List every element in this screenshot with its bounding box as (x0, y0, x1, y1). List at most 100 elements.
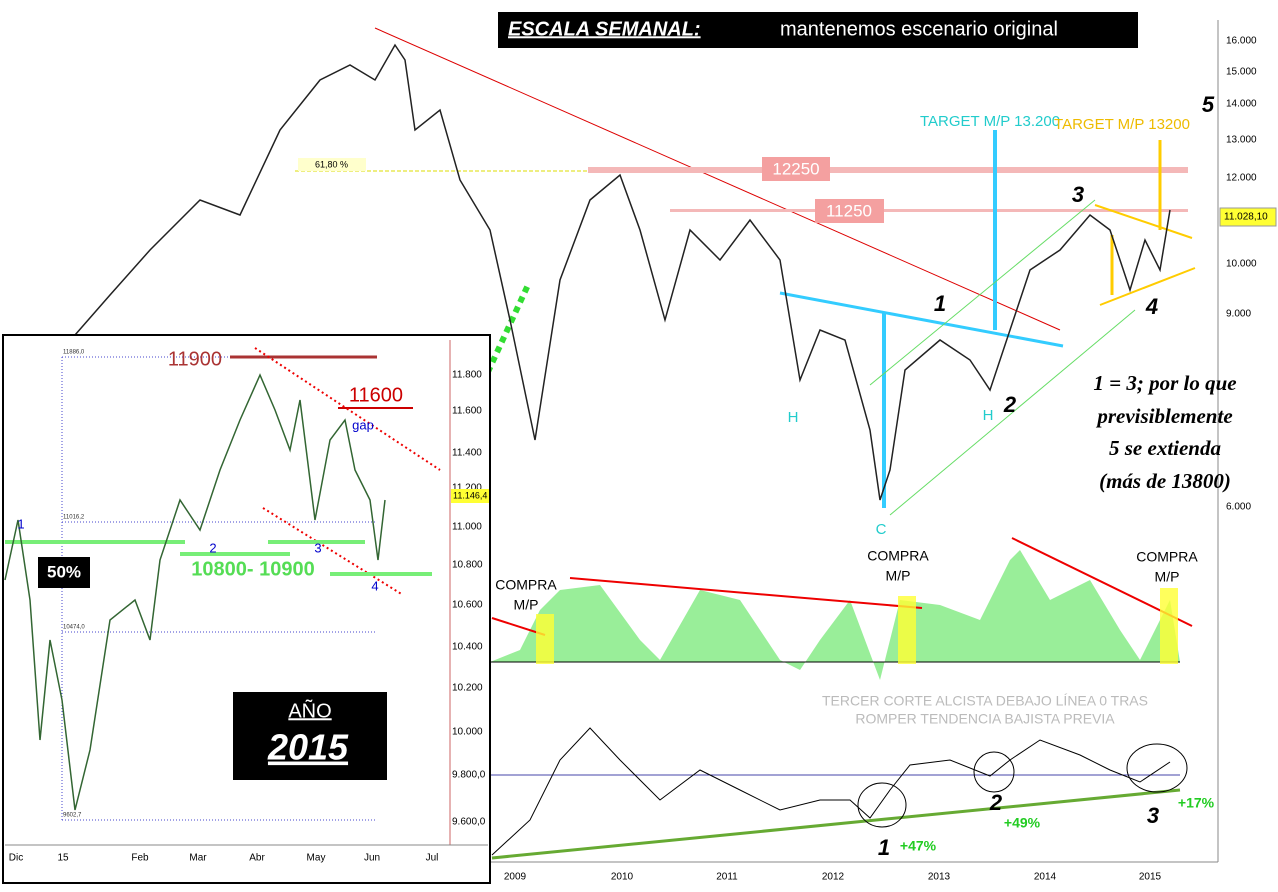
text-line: COMPRA (495, 577, 557, 593)
x-tick-label: 2010 (611, 872, 634, 883)
trend-line (569, 577, 923, 609)
resistance-band (588, 167, 1188, 173)
y-ticks: 16.000 15.000 14.000 13.000 12.000 10.00… (1226, 36, 1257, 513)
wave-label: 4 (1145, 294, 1158, 319)
annotation: TARGET M/P 13200 (1054, 116, 1190, 133)
projection-text: 1 = 3; por lo que previsiblemente 5 se e… (1093, 371, 1236, 493)
year-box (233, 692, 387, 780)
y-tick-label: 10.400 (452, 642, 483, 653)
price-box (1219, 207, 1277, 227)
y-tick-label: 10.800 (452, 560, 483, 571)
triangle-line (1099, 267, 1196, 306)
y-tick-label: 9.000 (1226, 309, 1251, 320)
y-tick-label: 11.600 (452, 406, 482, 417)
circle (973, 751, 1015, 793)
note: ROMPER TENDENCIA BAJISTA PREVIA (855, 711, 1115, 727)
text-line: 1 = 3; por lo que (1093, 371, 1236, 395)
title-box (498, 12, 1138, 48)
fib-level: 10474,0 (63, 625, 85, 631)
cut-label: 3 (1147, 803, 1159, 828)
y-tick-label: 6.000 (1226, 502, 1251, 513)
x-tick-label: Jun (364, 853, 380, 864)
wave-label: 4 (371, 578, 378, 593)
level-label: 12250 (772, 159, 819, 178)
price-line (74, 43, 1171, 501)
highlight (1160, 588, 1178, 664)
text-line: M/P (886, 568, 911, 584)
y-tick-label: 9.600,0 (452, 817, 486, 828)
year: 2015 (267, 727, 349, 768)
y-tick-label: 10.200 (452, 683, 483, 694)
buy-signals: COMPRA M/P COMPRA M/P COMPRA M/P (495, 548, 1198, 613)
x-tick-label: Mar (189, 853, 207, 864)
y-tick-label: 10.000 (452, 727, 483, 738)
fib-level: 9602,7 (63, 813, 82, 819)
pattern-label: C (876, 521, 887, 538)
triangle-line (1094, 204, 1193, 239)
circle (857, 782, 907, 828)
y-tick-label: 11.800 (452, 370, 482, 381)
fib-level: 11016,2 (63, 515, 85, 521)
fib-label: 61,80 % (315, 159, 348, 169)
y-tick-label: 13.000 (1226, 135, 1257, 146)
level-label: 11900 (168, 348, 222, 370)
y-tick-label: 16.000 (1226, 36, 1257, 47)
gain-label: +17% (1178, 795, 1215, 811)
y-tick-label: 11.000 (452, 522, 482, 533)
pattern-label: H (983, 407, 994, 424)
y-tick-label: 10.600 (452, 600, 483, 611)
wave-label: 2 (209, 540, 216, 555)
x-tick-label: 2011 (716, 872, 738, 883)
last-price: 11.028,10 (1224, 212, 1268, 223)
text-line: previsiblemente (1095, 404, 1232, 428)
y-tick-label: 14.000 (1226, 99, 1257, 110)
support-line (491, 788, 1181, 860)
x-tick-label: 2009 (504, 872, 527, 883)
wave-label: 1 (17, 516, 24, 531)
pattern-label: H (788, 409, 799, 426)
oscillator-line (491, 727, 1171, 856)
trend-line (374, 27, 1061, 331)
label-box (38, 557, 90, 588)
neckline (779, 291, 1064, 348)
cut-label: 2 (989, 790, 1003, 815)
gap-label: gap (352, 417, 374, 432)
annotation: TARGET M/P 13.200 (920, 113, 1060, 130)
channel-line (869, 199, 1096, 386)
resistance-band (670, 209, 1188, 212)
fib-level: 11886,0 (63, 350, 85, 356)
wave-label: 5 (1202, 92, 1215, 117)
circle (1126, 743, 1188, 793)
price-box (451, 489, 489, 503)
channel-line (889, 309, 1136, 516)
gain-label: +49% (1004, 815, 1041, 831)
label-box (815, 199, 884, 223)
last-price: 11.146,4 (453, 490, 487, 500)
level-label: 11250 (826, 201, 872, 220)
inset-panel (2, 334, 491, 884)
x-tick-label: 2014 (1034, 872, 1057, 883)
label-box (298, 158, 366, 171)
year-caption: AÑO (288, 698, 331, 722)
highlight (536, 614, 554, 664)
x-tick-label: Feb (131, 853, 149, 864)
inset-x-ticks: Dic 15 Feb Mar Abr May Jun Jul (9, 853, 439, 864)
x-tick-label: 2013 (928, 872, 951, 883)
x-tick-label: Jul (426, 853, 439, 864)
histogram (490, 550, 1180, 680)
wave-label: 1 (934, 291, 946, 316)
wave-label: 2 (1003, 392, 1017, 417)
y-tick-label: 12.000 (1226, 173, 1257, 184)
fifty-label: 50% (47, 562, 81, 581)
x-tick-label: Abr (249, 853, 265, 864)
y-tick-label: 10.000 (1226, 259, 1257, 270)
level-label: 11600 (349, 384, 403, 406)
note: TERCER CORTE ALCISTA DEBAJO LÍNEA 0 TRAS (822, 693, 1148, 709)
text-line: M/P (1155, 569, 1180, 585)
text-line: COMPRA (1136, 549, 1198, 565)
text-line: COMPRA (867, 548, 929, 564)
wave-label: 3 (1072, 182, 1084, 207)
y-tick-label: 9.800,0 (452, 770, 486, 781)
highlight (898, 596, 916, 664)
